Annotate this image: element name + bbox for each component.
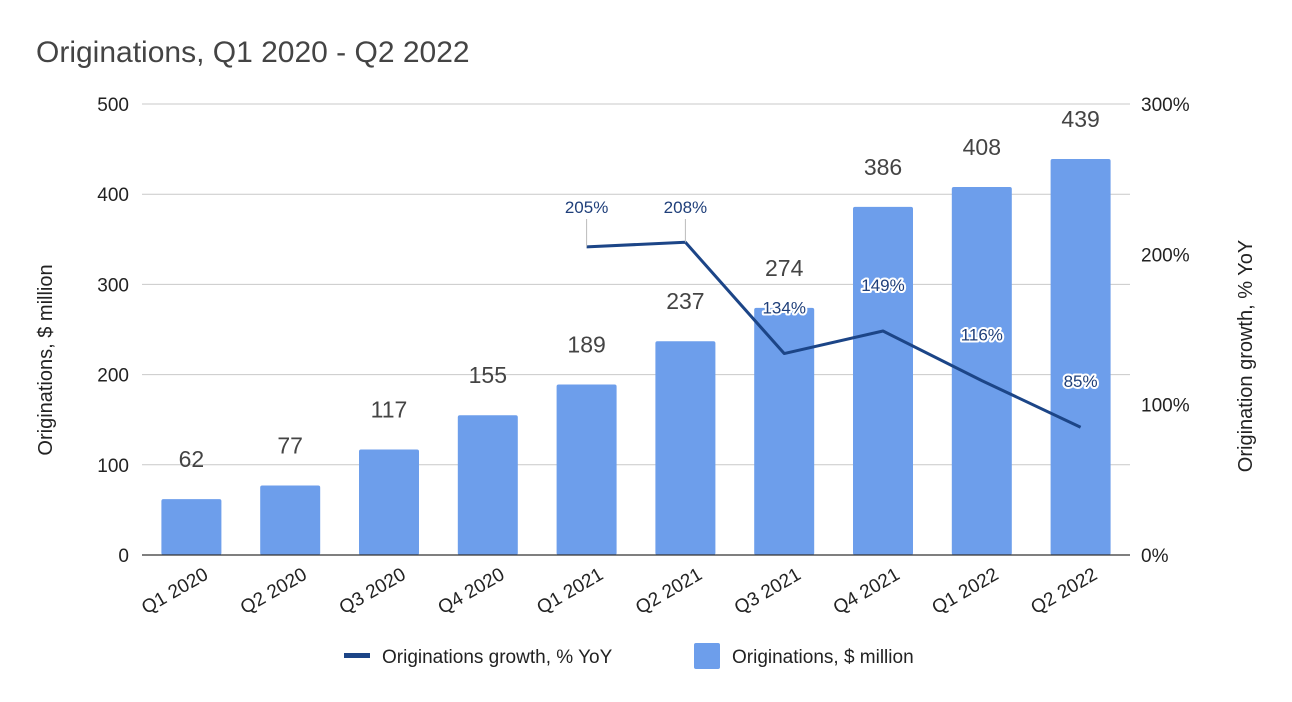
line-value-label: 134% <box>762 299 805 318</box>
x-tick-label: Q1 2021 <box>533 564 607 619</box>
y-tick-label: 200 <box>97 366 129 387</box>
x-tick-label: Q4 2020 <box>435 564 509 619</box>
bar <box>1050 159 1111 555</box>
x-tick-label: Q1 2020 <box>138 564 212 619</box>
bar <box>951 186 1012 555</box>
x-tick-label: Q3 2020 <box>336 564 410 619</box>
bar <box>161 499 222 555</box>
legend-label: Originations growth, % YoY <box>382 647 613 668</box>
y-tick-label: 400 <box>97 185 129 206</box>
y2-tick-label: 200% <box>1141 245 1190 266</box>
bar-value-label: 439 <box>1061 106 1099 132</box>
bar-value-label: 77 <box>277 433 303 459</box>
x-tick-label: Q2 2022 <box>1027 564 1101 619</box>
legend: Originations growth, % YoY Originations, … <box>344 643 914 669</box>
y2-tick-label: 100% <box>1141 396 1190 417</box>
line-series <box>586 219 1082 429</box>
y-axis-title: Originations, $ million <box>35 264 57 455</box>
data-labels: 62 77 117 155 189 237 274 386 408 439 205% 208% 134%… <box>179 106 1100 472</box>
legend-line-swatch <box>344 653 370 658</box>
y-tick-label: 0 <box>118 546 129 567</box>
x-tick-label: Q2 2021 <box>632 564 706 619</box>
chart-title: Originations, Q1 2020 - Q2 2022 <box>36 36 470 69</box>
x-tick-label: Q2 2020 <box>237 564 311 619</box>
line-value-label: 116% <box>961 326 1003 345</box>
line-value-label: 85% <box>1064 372 1098 391</box>
bar-value-label: 117 <box>371 396 408 422</box>
bar-value-label: 155 <box>469 362 507 388</box>
line-value-label: 205% <box>565 198 608 217</box>
y2-tick-label: 0% <box>1141 546 1169 567</box>
y-tick-label: 500 <box>97 95 129 116</box>
x-tick-label: Q3 2021 <box>731 564 805 619</box>
legend-bar-swatch <box>694 643 720 669</box>
y2-tick-label: 300% <box>1141 95 1190 116</box>
bar <box>457 415 518 555</box>
y-tick-label: 100 <box>97 456 129 477</box>
bar-value-label: 62 <box>179 446 205 472</box>
bar <box>655 341 716 555</box>
bar <box>556 384 617 555</box>
bar-value-label: 386 <box>864 154 902 180</box>
line-value-label: 208% <box>664 198 707 217</box>
y2-axis-title: Origination growth, % YoY <box>1235 240 1257 472</box>
line-value-label: 149% <box>861 276 904 295</box>
y-tick-label: 300 <box>97 275 129 296</box>
bar <box>853 206 913 555</box>
x-tick-label: Q1 2022 <box>929 564 1003 619</box>
x-tick-label: Q4 2021 <box>830 564 904 619</box>
bar <box>260 485 321 555</box>
bar-value-label: 237 <box>666 288 704 314</box>
bar-series <box>161 159 1111 555</box>
bar-value-label: 408 <box>963 134 1001 160</box>
legend-label: Originations, $ million <box>732 647 914 668</box>
growth-line <box>586 240 1082 429</box>
bar-value-label: 189 <box>567 332 605 358</box>
bar <box>359 449 419 555</box>
bar-value-label: 274 <box>765 255 804 281</box>
bar <box>754 307 815 555</box>
